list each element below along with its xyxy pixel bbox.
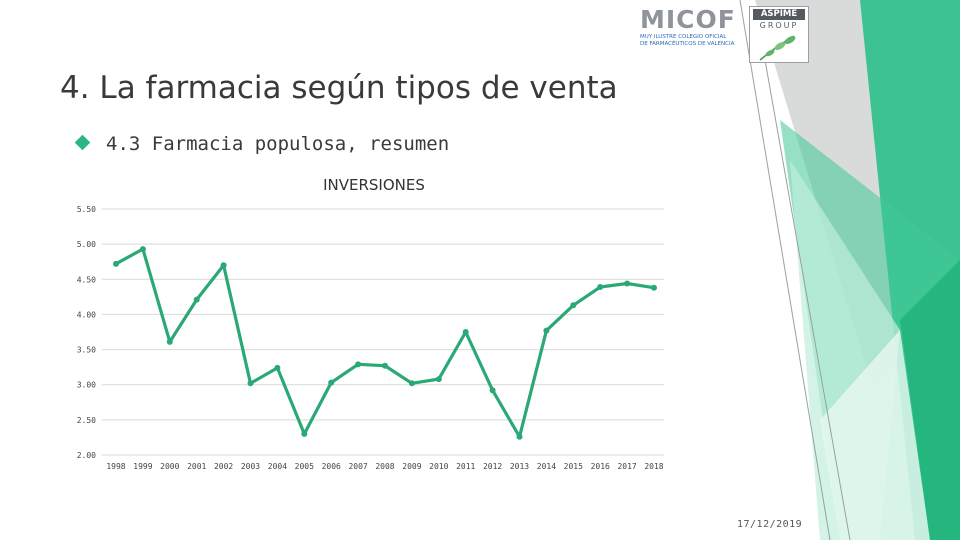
slide-subtitle: 4.3 Farmacia populosa, resumen — [106, 133, 450, 155]
x-tick-label: 2006 — [322, 462, 341, 471]
x-tick-label: 2017 — [617, 462, 636, 471]
micof-logo-line1: MUY ILUSTRE COLEGIO OFICIAL — [640, 34, 727, 40]
data-point — [328, 379, 335, 386]
deco-line-2 — [764, 59, 851, 540]
y-tick-label: 2.50 — [77, 416, 96, 425]
x-tick-label: 2012 — [483, 462, 502, 471]
micof-logo-line2: DE FARMACÉUTICOS DE VALENCIA — [640, 41, 735, 47]
micof-logo: MICOF MUY ILUSTRE COLEGIO OFICIAL DE FAR… — [640, 6, 740, 56]
data-point — [274, 364, 281, 371]
y-tick-label: 2.00 — [77, 451, 96, 460]
data-point — [570, 302, 577, 309]
chart-x-ticks: 1998 1999 2000 2001 2002 2003 2004 2005 2006 2007… — [106, 462, 663, 471]
series-line — [115, 247, 655, 439]
y-tick-label: 5.00 — [77, 240, 96, 249]
data-point — [651, 284, 657, 291]
data-point — [193, 296, 200, 303]
deco-green-deep — [900, 260, 960, 540]
deco-line-1 — [739, 0, 831, 540]
y-tick-label: 5.50 — [77, 205, 96, 214]
aspime-leaf-icon — [759, 35, 796, 61]
x-tick-label: 2000 — [160, 462, 179, 471]
data-point — [516, 433, 523, 440]
y-tick-label: 4.00 — [77, 310, 96, 319]
x-tick-label: 2015 — [564, 462, 583, 471]
data-point — [489, 387, 496, 394]
data-point — [597, 284, 604, 291]
slide-title: 4. La farmacia según tipos de venta — [60, 70, 618, 106]
chart-series — [113, 246, 657, 440]
aspime-logo-group: GROUP — [759, 21, 799, 30]
data-point — [435, 376, 442, 383]
deco-white-facet — [820, 330, 930, 540]
chart-gridlines — [102, 208, 664, 456]
aspime-logo-word: ASPIME — [753, 9, 805, 20]
x-tick-label: 2001 — [187, 462, 206, 471]
x-tick-label: 2013 — [510, 462, 529, 471]
data-point — [382, 362, 388, 369]
x-tick-label: 2007 — [348, 462, 367, 471]
data-point — [113, 260, 119, 267]
x-tick-label: 2008 — [375, 462, 394, 471]
y-tick-label: 3.00 — [77, 381, 96, 390]
data-point — [139, 246, 146, 253]
chart-title: INVERSIONES — [323, 176, 425, 194]
x-tick-label: 2018 — [644, 462, 663, 471]
data-point — [543, 327, 550, 334]
data-point — [624, 280, 631, 287]
x-tick-label: 2014 — [537, 462, 556, 471]
x-tick-label: 1998 — [106, 462, 125, 471]
x-tick-label: 2009 — [402, 462, 421, 471]
data-point — [301, 430, 308, 437]
data-point — [408, 380, 415, 387]
aspime-logo: ASPIME GROUP — [749, 6, 809, 63]
data-point — [462, 329, 469, 335]
slide-date: 17/12/2019 — [737, 519, 803, 530]
chart-y-ticks: 5.50 5.00 4.50 4.00 3.50 3.00 2.50 2.00 — [77, 205, 96, 460]
x-tick-label: 2010 — [429, 462, 448, 471]
x-tick-label: 2003 — [241, 462, 260, 471]
data-point — [220, 262, 227, 269]
data-point — [166, 338, 173, 345]
x-tick-label: 2004 — [268, 462, 287, 471]
x-tick-label: 2011 — [456, 462, 475, 471]
y-tick-label: 3.50 — [77, 346, 96, 355]
x-tick-label: 2016 — [591, 462, 610, 471]
x-tick-label: 1999 — [133, 462, 152, 471]
data-point — [355, 361, 362, 368]
x-tick-label: 2002 — [214, 462, 233, 471]
data-point — [247, 380, 254, 387]
y-tick-label: 4.50 — [77, 275, 96, 284]
micof-logo-word: MICOF — [640, 5, 736, 34]
x-tick-label: 2005 — [295, 462, 314, 471]
